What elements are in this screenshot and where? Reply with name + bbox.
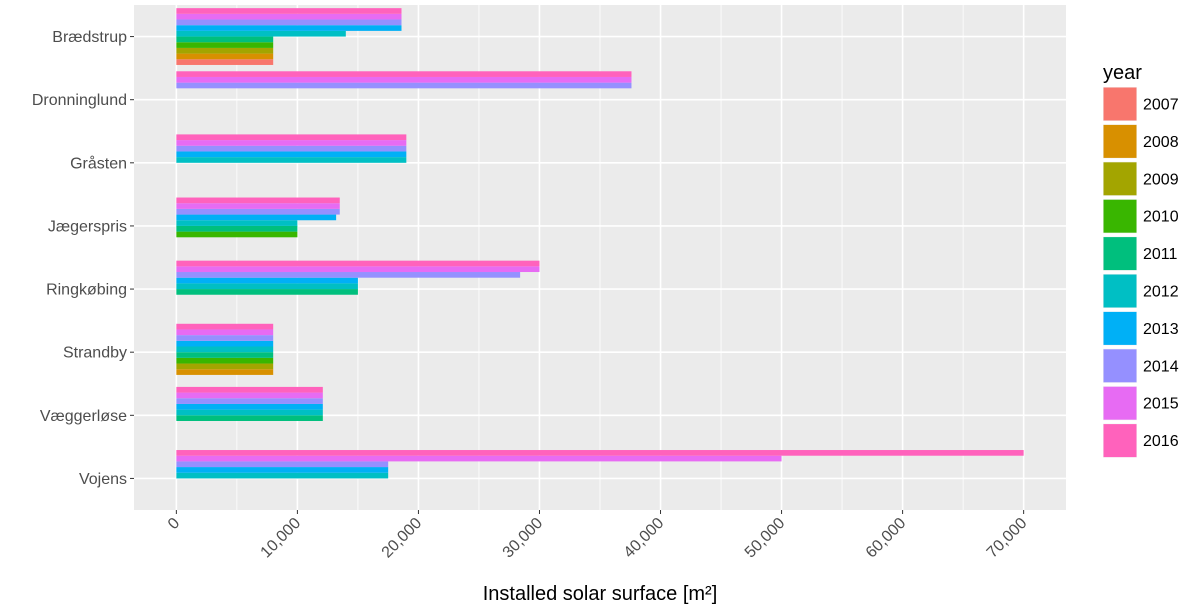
- legend-key: [1103, 237, 1137, 271]
- y-tick-label: Ringkøbing: [46, 282, 127, 299]
- legend-key: [1103, 349, 1137, 383]
- y-tick-label: Gråsten: [70, 154, 127, 172]
- x-axis: 0 10,000 20,000 30,000 40,000 50,000 60,000 70,…: [165, 510, 1031, 561]
- bar: [176, 53, 274, 60]
- legend-key: [1103, 87, 1137, 121]
- bar: [176, 409, 323, 416]
- bar: [176, 151, 407, 158]
- x-tick-label: 50,000: [742, 515, 789, 562]
- bar: [176, 260, 540, 267]
- x-tick-label: 10,000: [258, 515, 305, 562]
- legend-label: 2015: [1143, 396, 1179, 413]
- bar: [176, 329, 274, 336]
- bar: [176, 140, 407, 146]
- bar: [176, 71, 632, 77]
- legend-label: 2009: [1143, 171, 1179, 188]
- bar: [176, 467, 389, 473]
- legend-key: [1103, 386, 1137, 420]
- legend-label: 2014: [1143, 358, 1179, 375]
- bar: [176, 386, 323, 393]
- bar: [176, 145, 407, 152]
- bar: [176, 225, 298, 232]
- legend-label: 2012: [1143, 284, 1179, 301]
- bar: [176, 59, 274, 65]
- bar: [176, 461, 389, 468]
- bar: [176, 392, 323, 399]
- legend-label: 2008: [1143, 134, 1179, 151]
- bar: [176, 289, 358, 295]
- y-tick-label: Brædstrup: [52, 29, 127, 46]
- bar: [176, 220, 298, 226]
- x-tick-label: 70,000: [984, 515, 1031, 562]
- bar: [176, 266, 540, 273]
- bar: [176, 203, 340, 209]
- legend-label: 2011: [1143, 246, 1178, 263]
- bar: [176, 455, 782, 462]
- bar: [176, 340, 274, 347]
- bar: [176, 19, 402, 26]
- bar: [176, 403, 323, 410]
- bar: [176, 25, 402, 31]
- x-tick-label: 20,000: [379, 515, 426, 562]
- bar: [176, 369, 274, 375]
- x-tick-label: 0: [165, 515, 183, 533]
- legend-key: [1103, 124, 1137, 158]
- grid-major: [134, 5, 1066, 510]
- legend-key: [1103, 162, 1137, 196]
- grid-minor: [236, 5, 964, 510]
- bar: [176, 346, 274, 353]
- bar: [176, 13, 402, 20]
- bar: [176, 42, 274, 48]
- bar: [176, 214, 337, 221]
- bar: [176, 472, 389, 479]
- legend-key: [1103, 274, 1137, 308]
- bar: [176, 30, 346, 37]
- bar: [176, 76, 632, 83]
- bar: [176, 157, 407, 163]
- bar: [176, 231, 298, 238]
- x-axis-title: Installed solar surface [m²]: [483, 583, 718, 605]
- y-tick-label: Jægerspris: [48, 218, 127, 235]
- x-tick-label: 30,000: [500, 515, 547, 562]
- bar: [176, 323, 274, 330]
- x-tick-label: 40,000: [621, 515, 668, 562]
- y-tick-label: Dronninglund: [32, 92, 127, 109]
- bar: [176, 450, 1024, 456]
- bar: [176, 208, 340, 215]
- y-tick-label: Væggerløse: [40, 408, 127, 425]
- bars: [176, 8, 1024, 479]
- bar: [176, 352, 274, 358]
- bar: [176, 272, 521, 278]
- y-axis: Brædstrup Dronninglund Gråsten Jægerspris Ri…: [32, 29, 134, 488]
- bar: [176, 277, 358, 284]
- y-tick-label: Vojens: [79, 471, 127, 488]
- bar: [176, 47, 274, 54]
- legend-key: [1103, 199, 1137, 233]
- legend-label: 2007: [1143, 97, 1179, 114]
- legend-label: 2010: [1143, 209, 1179, 226]
- bar: [176, 36, 274, 43]
- x-tick-label: 60,000: [863, 515, 910, 562]
- legend-key: [1103, 424, 1137, 458]
- bar: [176, 8, 402, 14]
- bar: [176, 197, 340, 204]
- bar: [176, 357, 274, 364]
- bar: [176, 415, 323, 421]
- bar: [176, 363, 274, 370]
- bar: [176, 82, 632, 89]
- legend-key: [1103, 311, 1137, 345]
- bar: [176, 398, 323, 404]
- legend-label: 2016: [1143, 433, 1179, 450]
- legend: year 2007 2008 2009 2010 2011 2012 2013 2014 201…: [1103, 62, 1179, 458]
- legend-title: year: [1103, 62, 1142, 84]
- bar: [176, 283, 358, 290]
- bar: [176, 335, 274, 341]
- bar: [176, 134, 407, 141]
- legend-label: 2013: [1143, 321, 1179, 338]
- y-tick-label: Strandby: [63, 345, 127, 362]
